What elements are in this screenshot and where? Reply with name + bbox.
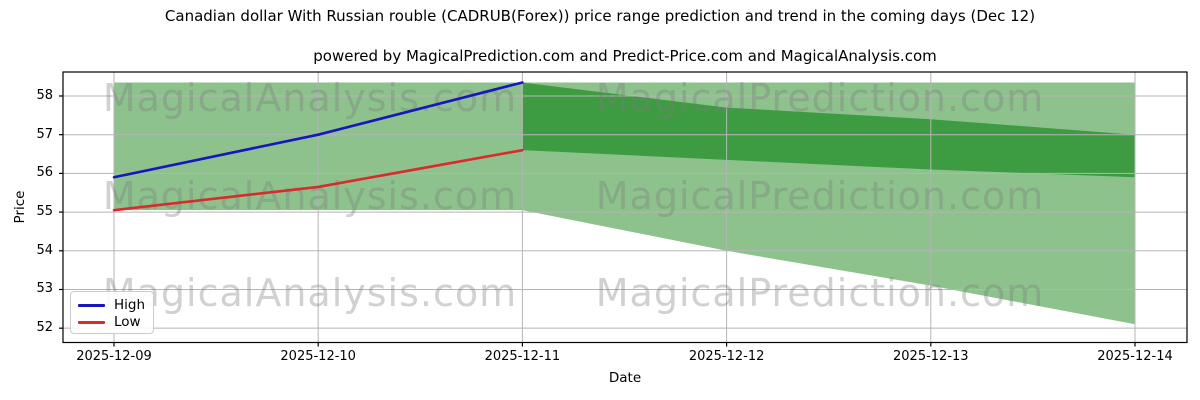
x-tick-label: 2025-12-11	[484, 349, 561, 364]
chart-subtitle: powered by MagicalPrediction.com and Pre…	[313, 47, 937, 65]
chart-title: Canadian dollar With Russian rouble (CAD…	[164, 7, 1036, 25]
legend-high-line-swatch	[78, 304, 105, 307]
legend: High Low	[70, 291, 154, 334]
legend-entry-low: Low	[78, 314, 153, 331]
legend-high-label: High	[114, 297, 146, 313]
plot-frame	[62, 71, 1188, 344]
y-tick-label: 57	[36, 126, 53, 142]
x-tick-label: 2025-12-12	[688, 349, 765, 364]
legend-low-line-swatch	[78, 321, 105, 324]
x-tick-label: 2025-12-09	[76, 349, 152, 364]
high-line	[112, 81, 524, 179]
x-axis-label: Date	[608, 370, 642, 386]
y-tick-label: 52	[36, 320, 53, 336]
legend-entry-high: High	[78, 297, 153, 314]
y-tick-label: 54	[36, 242, 53, 258]
y-tick-label: 56	[36, 165, 53, 181]
legend-low-label: Low	[114, 314, 141, 330]
x-tick-label: 2025-12-10	[280, 349, 356, 364]
low-line	[112, 148, 524, 212]
forecast-band	[522, 82, 1135, 178]
x-tick-label: 2025-12-13	[893, 349, 969, 364]
y-axis-label: Price	[12, 190, 28, 224]
x-tick-label: 2025-12-14	[1097, 349, 1173, 364]
y-tick-label: 53	[36, 281, 53, 297]
y-tick-label: 58	[36, 87, 53, 103]
y-tick-label: 55	[36, 204, 53, 220]
